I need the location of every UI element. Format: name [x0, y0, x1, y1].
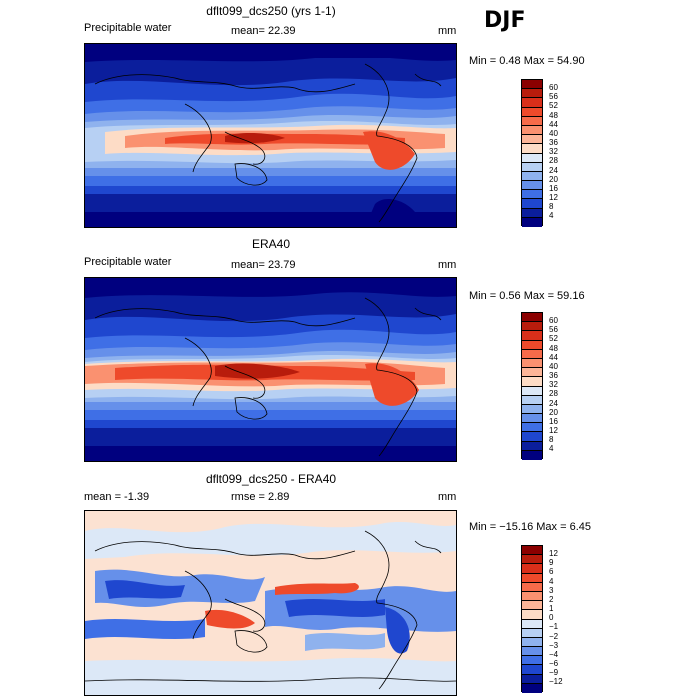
colorbar-tick: 8	[549, 202, 554, 211]
panel-1-map	[84, 43, 457, 228]
panel-2-minmax: Min = 0.56 Max = 59.16	[469, 290, 585, 302]
colorbar-tick: 6	[549, 567, 554, 576]
panel-2-mean: mean= 23.79	[231, 259, 296, 271]
panel-2-colorbar	[521, 312, 543, 460]
colorbar-tick: 56	[549, 325, 558, 334]
panel-1-units: mm	[438, 25, 457, 37]
colorbar-tick: −2	[549, 632, 559, 641]
colorbar-tick: 3	[549, 586, 554, 595]
panel-3-units: mm	[438, 491, 457, 503]
colorbar-tick: 9	[549, 558, 554, 567]
colorbar-tick: 28	[549, 156, 558, 165]
colorbar-tick: 32	[549, 147, 558, 156]
colorbar-tick: 44	[549, 120, 558, 129]
colorbar-tick: 24	[549, 399, 558, 408]
colorbar-tick: 12	[549, 193, 558, 202]
colorbar-tick: 20	[549, 408, 558, 417]
panel-1-colorbar	[521, 79, 543, 227]
colorbar-tick: 28	[549, 389, 558, 398]
colorbar-tick: 4	[549, 444, 554, 453]
colorbar-tick: 60	[549, 316, 558, 325]
panel-3-map	[84, 510, 457, 696]
colorbar-tick: 20	[549, 175, 558, 184]
colorbar-tick: 4	[549, 211, 554, 220]
colorbar-tick: 24	[549, 166, 558, 175]
panel-2-left-label: Precipitable water	[84, 256, 172, 268]
panel-1-minmax: Min = 0.48 Max = 54.90	[469, 55, 585, 67]
panel-3-title: dflt099_dcs250 - ERA40	[205, 472, 337, 486]
colorbar-tick: −12	[549, 677, 563, 686]
colorbar-tick: 52	[549, 334, 558, 343]
colorbar-tick: 40	[549, 129, 558, 138]
colorbar-tick: 36	[549, 138, 558, 147]
colorbar-tick: 0	[549, 613, 554, 622]
panel-2-map	[84, 277, 457, 462]
colorbar-tick: 16	[549, 417, 558, 426]
colorbar-tick: 32	[549, 380, 558, 389]
panel-3-mean: mean = -1.39	[84, 491, 150, 503]
colorbar-tick: 4	[549, 577, 554, 586]
colorbar-tick: −4	[549, 650, 559, 659]
colorbar-tick: 36	[549, 371, 558, 380]
colorbar-tick: 48	[549, 344, 558, 353]
colorbar-tick: −6	[549, 659, 559, 668]
colorbar-tick: 12	[549, 426, 558, 435]
colorbar-tick: 60	[549, 83, 558, 92]
colorbar-tick: −9	[549, 668, 559, 677]
panel-1-field	[85, 44, 456, 227]
colorbar-tick: 52	[549, 101, 558, 110]
panel-3-field	[85, 511, 456, 695]
panel-2-units: mm	[438, 259, 457, 271]
colorbar-tick: 8	[549, 435, 554, 444]
panel-3-colorbar	[521, 545, 543, 693]
colorbar-tick: 1	[549, 604, 554, 613]
panel-2-title: ERA40	[251, 237, 291, 251]
colorbar-tick: 44	[549, 353, 558, 362]
panel-1-left-label: Precipitable water	[84, 22, 172, 34]
panel-1-title: dflt099_dcs250 (yrs 1-1)	[206, 4, 336, 18]
season-label: DJF	[484, 8, 526, 33]
colorbar-tick: −3	[549, 641, 559, 650]
colorbar-tick: 12	[549, 549, 558, 558]
panel-2-field	[85, 278, 456, 461]
colorbar-tick: −1	[549, 622, 559, 631]
panel-3-minmax: Min = −15.16 Max = 6.45	[469, 521, 591, 533]
colorbar-tick: 48	[549, 111, 558, 120]
colorbar-tick: 40	[549, 362, 558, 371]
colorbar-tick: 56	[549, 92, 558, 101]
colorbar-tick: 16	[549, 184, 558, 193]
panel-1-mean: mean= 22.39	[231, 25, 296, 37]
panel-3-rmse: rmse = 2.89	[231, 491, 290, 503]
colorbar-tick: 2	[549, 595, 554, 604]
